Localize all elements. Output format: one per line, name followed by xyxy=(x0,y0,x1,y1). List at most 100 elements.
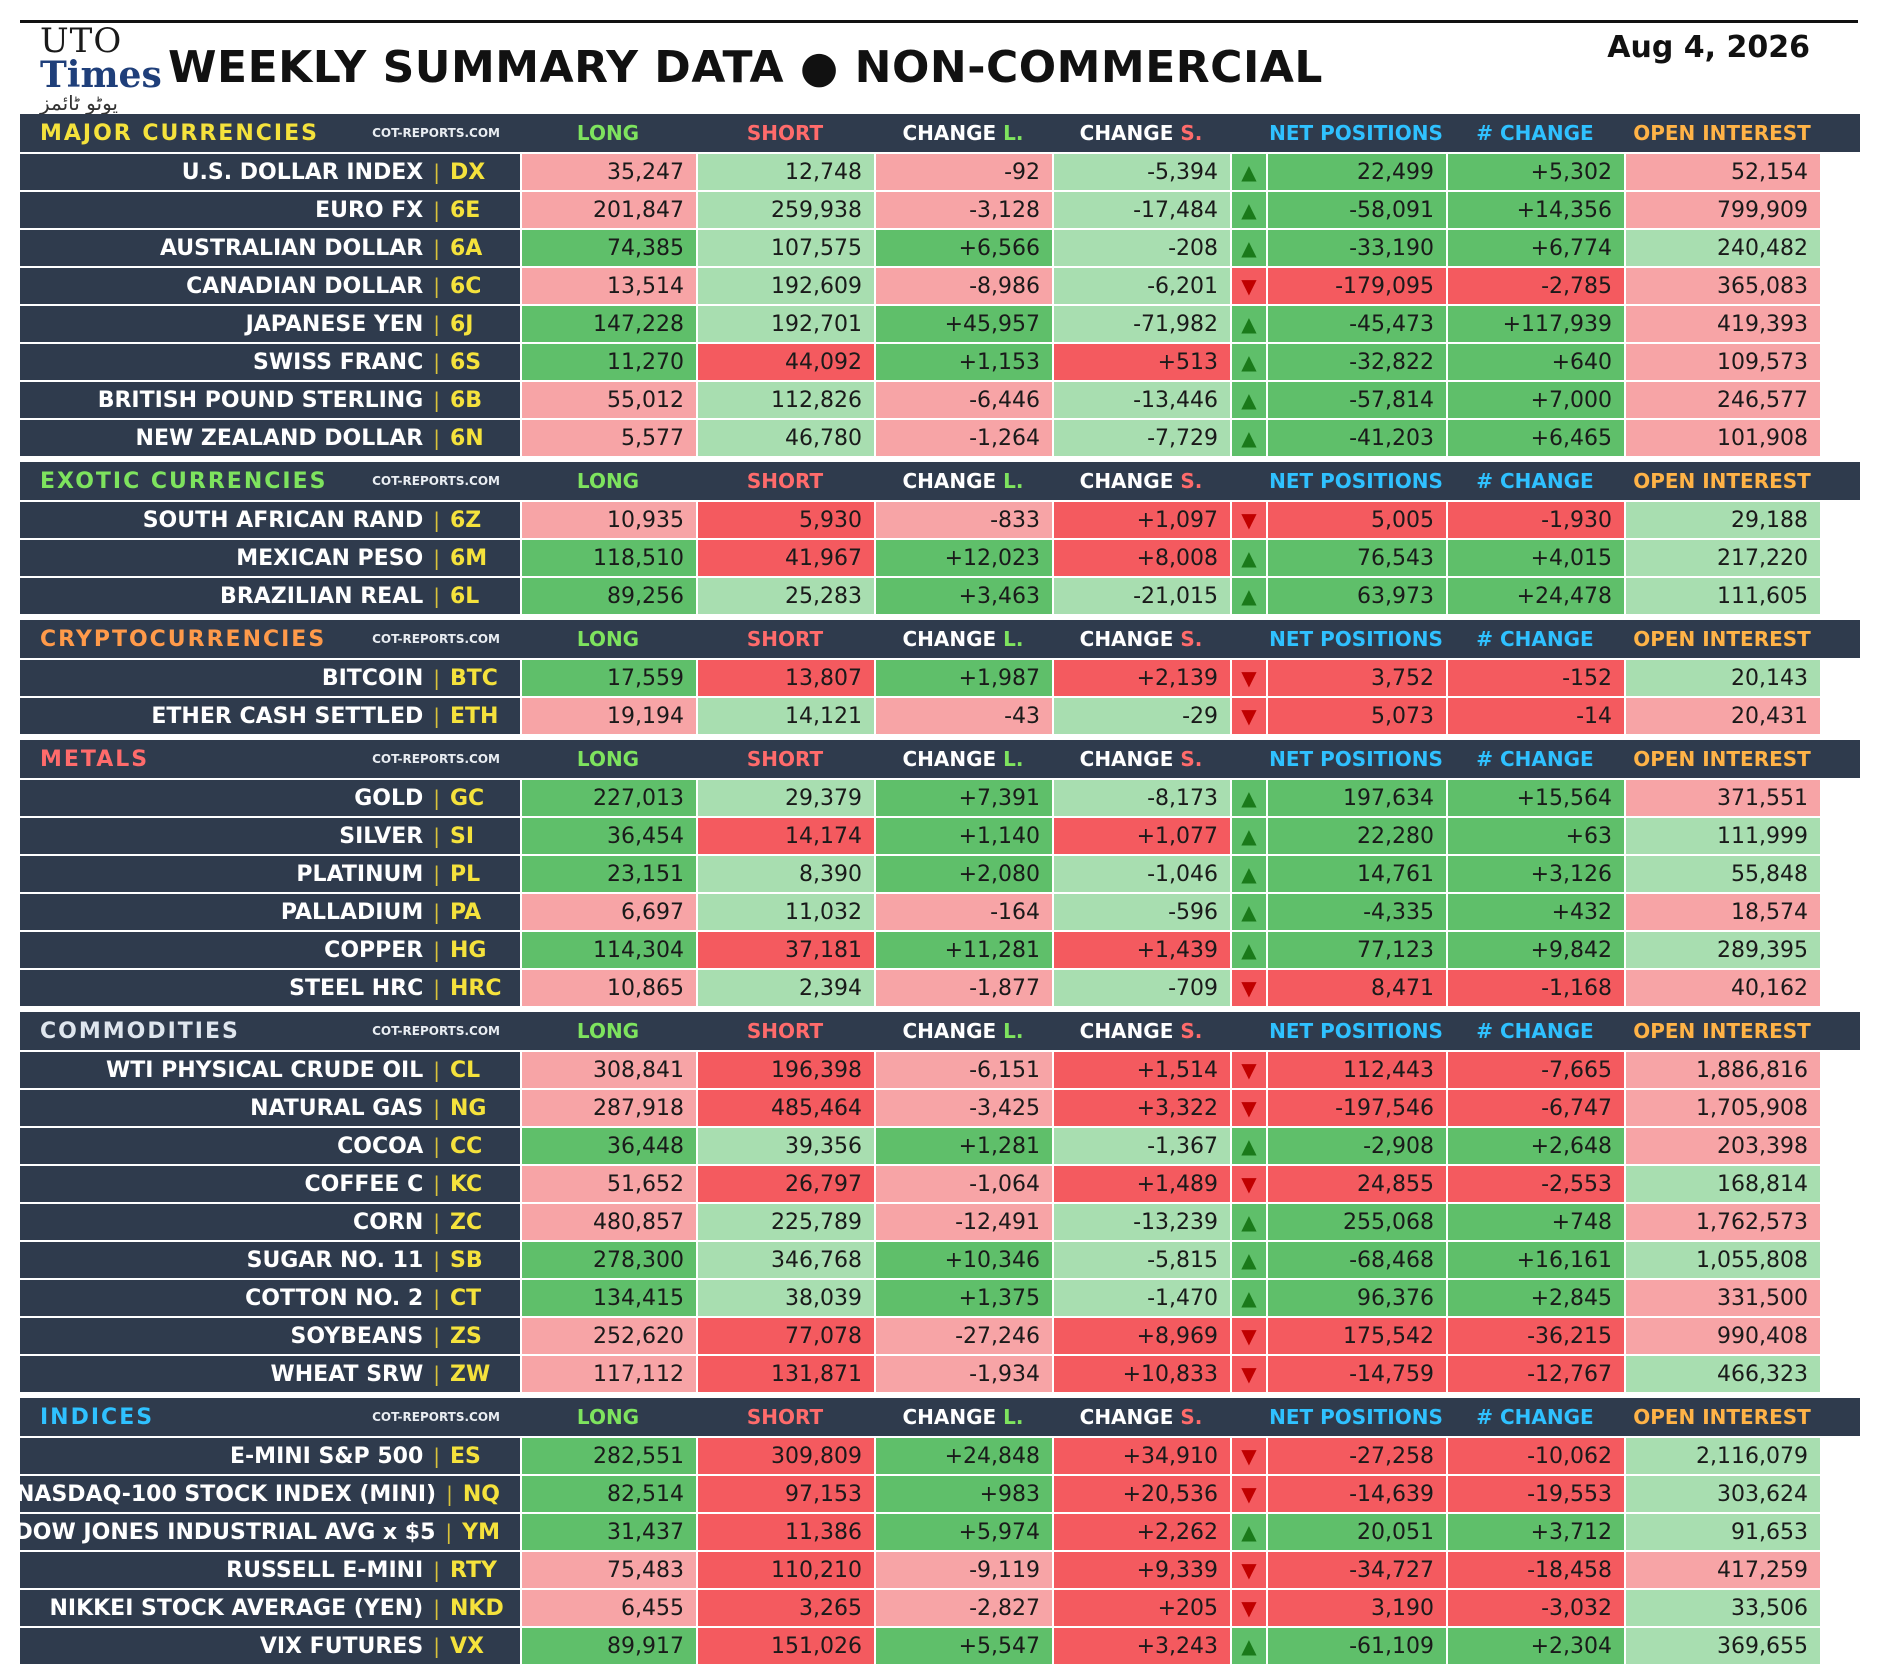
col-short-header: SHORT xyxy=(746,747,824,771)
change-short-value: +513 xyxy=(1052,344,1230,380)
change-short-value: +10,833 xyxy=(1052,1356,1230,1392)
change-long-value: -1,264 xyxy=(874,420,1052,456)
up-arrow-icon: ▲ xyxy=(1230,192,1266,228)
change-short-value: -17,484 xyxy=(1052,192,1230,228)
long-value: 13,514 xyxy=(520,268,696,304)
section-header: COMMODITIES COT-REPORTS.COM LONG SHORT CHANG… xyxy=(20,1012,1860,1050)
separator: | xyxy=(433,236,440,260)
instrument-label: NEW ZEALAND DOLLAR | 6N xyxy=(20,420,520,456)
col-change-short-a: CHANGE xyxy=(1079,121,1181,145)
separator: | xyxy=(433,666,440,690)
instrument-code: KC xyxy=(450,1171,483,1197)
table-row: BRITISH POUND STERLING | 6B 55,012 112,826 -6… xyxy=(20,380,1860,418)
open-interest-value: 303,624 xyxy=(1624,1476,1820,1512)
separator: | xyxy=(433,198,440,222)
long-value: 89,256 xyxy=(520,578,696,614)
source-label: COT-REPORTS.COM xyxy=(372,474,500,488)
long-value: 114,304 xyxy=(520,932,696,968)
short-value: 14,174 xyxy=(696,818,874,854)
change-short-value: +3,322 xyxy=(1052,1090,1230,1126)
instrument-name: E-MINI S&P 500 xyxy=(230,1443,424,1469)
instrument-label: CANADIAN DOLLAR | 6C xyxy=(20,268,520,304)
up-arrow-icon: ▲ xyxy=(1230,306,1266,342)
instrument-code: ES xyxy=(450,1443,481,1469)
instrument-code: PA xyxy=(450,899,482,925)
table-row: JAPANESE YEN | 6J 147,228 192,701 +45,957 -71,… xyxy=(20,304,1860,342)
instrument-code: NQ xyxy=(462,1481,500,1507)
down-arrow-icon: ▼ xyxy=(1230,268,1266,304)
instrument-code: GC xyxy=(450,785,485,811)
open-interest-value: 91,653 xyxy=(1624,1514,1820,1550)
section-title: EXOTIC CURRENCIES xyxy=(40,468,328,494)
col-long-header: LONG xyxy=(576,1019,640,1043)
separator: | xyxy=(433,1210,440,1234)
short-value: 13,807 xyxy=(696,660,874,696)
long-value: 308,841 xyxy=(520,1052,696,1088)
col-long-header: LONG xyxy=(576,1405,640,1429)
col-net-header: NET POSITIONS xyxy=(1269,1019,1443,1043)
col-net-header: NET POSITIONS xyxy=(1269,627,1443,651)
instrument-code: 6A xyxy=(450,235,483,261)
change-long-value: -9,119 xyxy=(874,1552,1052,1588)
change-long-value: -164 xyxy=(874,894,1052,930)
instrument-name: WHEAT SRW xyxy=(270,1361,424,1387)
long-value: 51,652 xyxy=(520,1166,696,1202)
up-arrow-icon: ▲ xyxy=(1230,420,1266,456)
separator: | xyxy=(433,1324,440,1348)
change-long-value: -1,934 xyxy=(874,1356,1052,1392)
change-short-value: +34,910 xyxy=(1052,1438,1230,1474)
up-arrow-icon: ▲ xyxy=(1230,780,1266,816)
up-arrow-icon: ▲ xyxy=(1230,154,1266,190)
down-arrow-icon: ▼ xyxy=(1230,1166,1266,1202)
col-long-header: LONG xyxy=(576,121,640,145)
table-row: NIKKEI STOCK AVERAGE (YEN) | NKD 6,455 3,265… xyxy=(20,1588,1860,1626)
section-indices: INDICES COT-REPORTS.COM LONG SHORT CHANGE L.… xyxy=(15,1398,1860,1664)
short-value: 192,701 xyxy=(696,306,874,342)
change-short-value: -709 xyxy=(1052,970,1230,1006)
top-rule xyxy=(20,20,1858,23)
open-interest-value: 369,655 xyxy=(1624,1628,1820,1664)
instrument-name: DOW JONES INDUSTRIAL AVG x $5 xyxy=(14,1519,436,1545)
instrument-name: CORN xyxy=(353,1209,424,1235)
separator: | xyxy=(433,1286,440,1310)
separator: | xyxy=(433,546,440,570)
section-cryptocurrencies: CRYPTOCURRENCIES COT-REPORTS.COM LONG SHORT… xyxy=(20,620,1860,734)
instrument-label: VIX FUTURES | VX xyxy=(20,1628,520,1664)
instrument-code: ZS xyxy=(450,1323,482,1349)
open-interest-value: 1,886,816 xyxy=(1624,1052,1820,1088)
instrument-label: ETHER CASH SETTLED | ETH xyxy=(20,698,520,734)
col-change-long-header: CHANGE L. xyxy=(874,469,1052,493)
instrument-label: WTI PHYSICAL CRUDE OIL | CL xyxy=(20,1052,520,1088)
short-value: 225,789 xyxy=(696,1204,874,1240)
net-positions-value: 20,051 xyxy=(1266,1514,1446,1550)
instrument-label: E-MINI S&P 500 | ES xyxy=(20,1438,520,1474)
short-value: 12,748 xyxy=(696,154,874,190)
instrument-code: CT xyxy=(450,1285,482,1311)
change-short-value: +9,339 xyxy=(1052,1552,1230,1588)
change-long-value: +11,281 xyxy=(874,932,1052,968)
source-label: COT-REPORTS.COM xyxy=(372,126,500,140)
change-short-value: -21,015 xyxy=(1052,578,1230,614)
open-interest-value: 799,909 xyxy=(1624,192,1820,228)
short-value: 25,283 xyxy=(696,578,874,614)
instrument-label: SUGAR NO. 11 | SB xyxy=(20,1242,520,1278)
short-value: 107,575 xyxy=(696,230,874,266)
instrument-label: CORN | ZC xyxy=(20,1204,520,1240)
change-short-value: +2,139 xyxy=(1052,660,1230,696)
change-short-value: -1,046 xyxy=(1052,856,1230,892)
col-change-long-b: L. xyxy=(1003,469,1024,493)
change-long-value: +983 xyxy=(874,1476,1052,1512)
net-change-value: +14,356 xyxy=(1446,192,1624,228)
net-change-value: +3,126 xyxy=(1446,856,1624,892)
instrument-name: JAPANESE YEN xyxy=(245,311,424,337)
separator: | xyxy=(433,388,440,412)
instrument-name: PLATINUM xyxy=(296,861,424,887)
open-interest-value: 109,573 xyxy=(1624,344,1820,380)
down-arrow-icon: ▼ xyxy=(1230,1476,1266,1512)
separator: | xyxy=(433,584,440,608)
open-interest-value: 1,705,908 xyxy=(1624,1090,1820,1126)
short-value: 39,356 xyxy=(696,1128,874,1164)
short-value: 112,826 xyxy=(696,382,874,418)
col-change-short-b: S. xyxy=(1180,627,1203,651)
short-value: 38,039 xyxy=(696,1280,874,1316)
